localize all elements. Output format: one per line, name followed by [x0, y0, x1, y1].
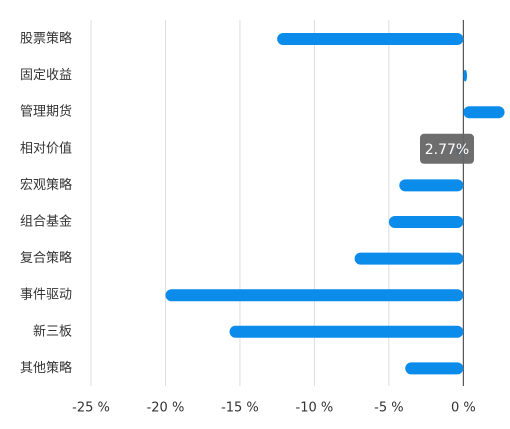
- y-tick-label: 管理期货: [20, 104, 72, 120]
- bar: [165, 289, 464, 302]
- bar: [405, 362, 464, 375]
- bar: [277, 33, 464, 45]
- y-tick-label: 固定收益: [20, 68, 72, 83]
- x-tick-label: -10 %: [296, 401, 334, 416]
- bar: [388, 216, 464, 228]
- y-tick-label: 股票策略: [20, 31, 72, 47]
- y-tick-label: 其他策略: [20, 360, 72, 376]
- x-tick-label: -25 %: [72, 401, 110, 416]
- x-tick-label: -15 %: [221, 401, 259, 416]
- x-tick-label: 0 %: [451, 401, 476, 416]
- bar: [399, 179, 464, 192]
- bar: [229, 325, 464, 338]
- tooltip-box: [420, 133, 474, 164]
- y-tick-label: 新三板: [33, 323, 72, 339]
- tooltip-text: 2.77%: [425, 142, 469, 158]
- y-tick-label: 复合策略: [20, 250, 72, 266]
- bar: [463, 69, 468, 82]
- bar: [354, 252, 464, 265]
- x-tick-label: -5 %: [374, 401, 403, 416]
- y-tick-label: 相对价值: [20, 140, 72, 156]
- y-tick-label: 事件驱动: [20, 288, 72, 303]
- x-tick-label: -20 %: [147, 401, 185, 416]
- y-tick-label: 宏观策略: [20, 177, 72, 193]
- bar: [463, 106, 505, 119]
- y-tick-label: 组合基金: [20, 214, 72, 230]
